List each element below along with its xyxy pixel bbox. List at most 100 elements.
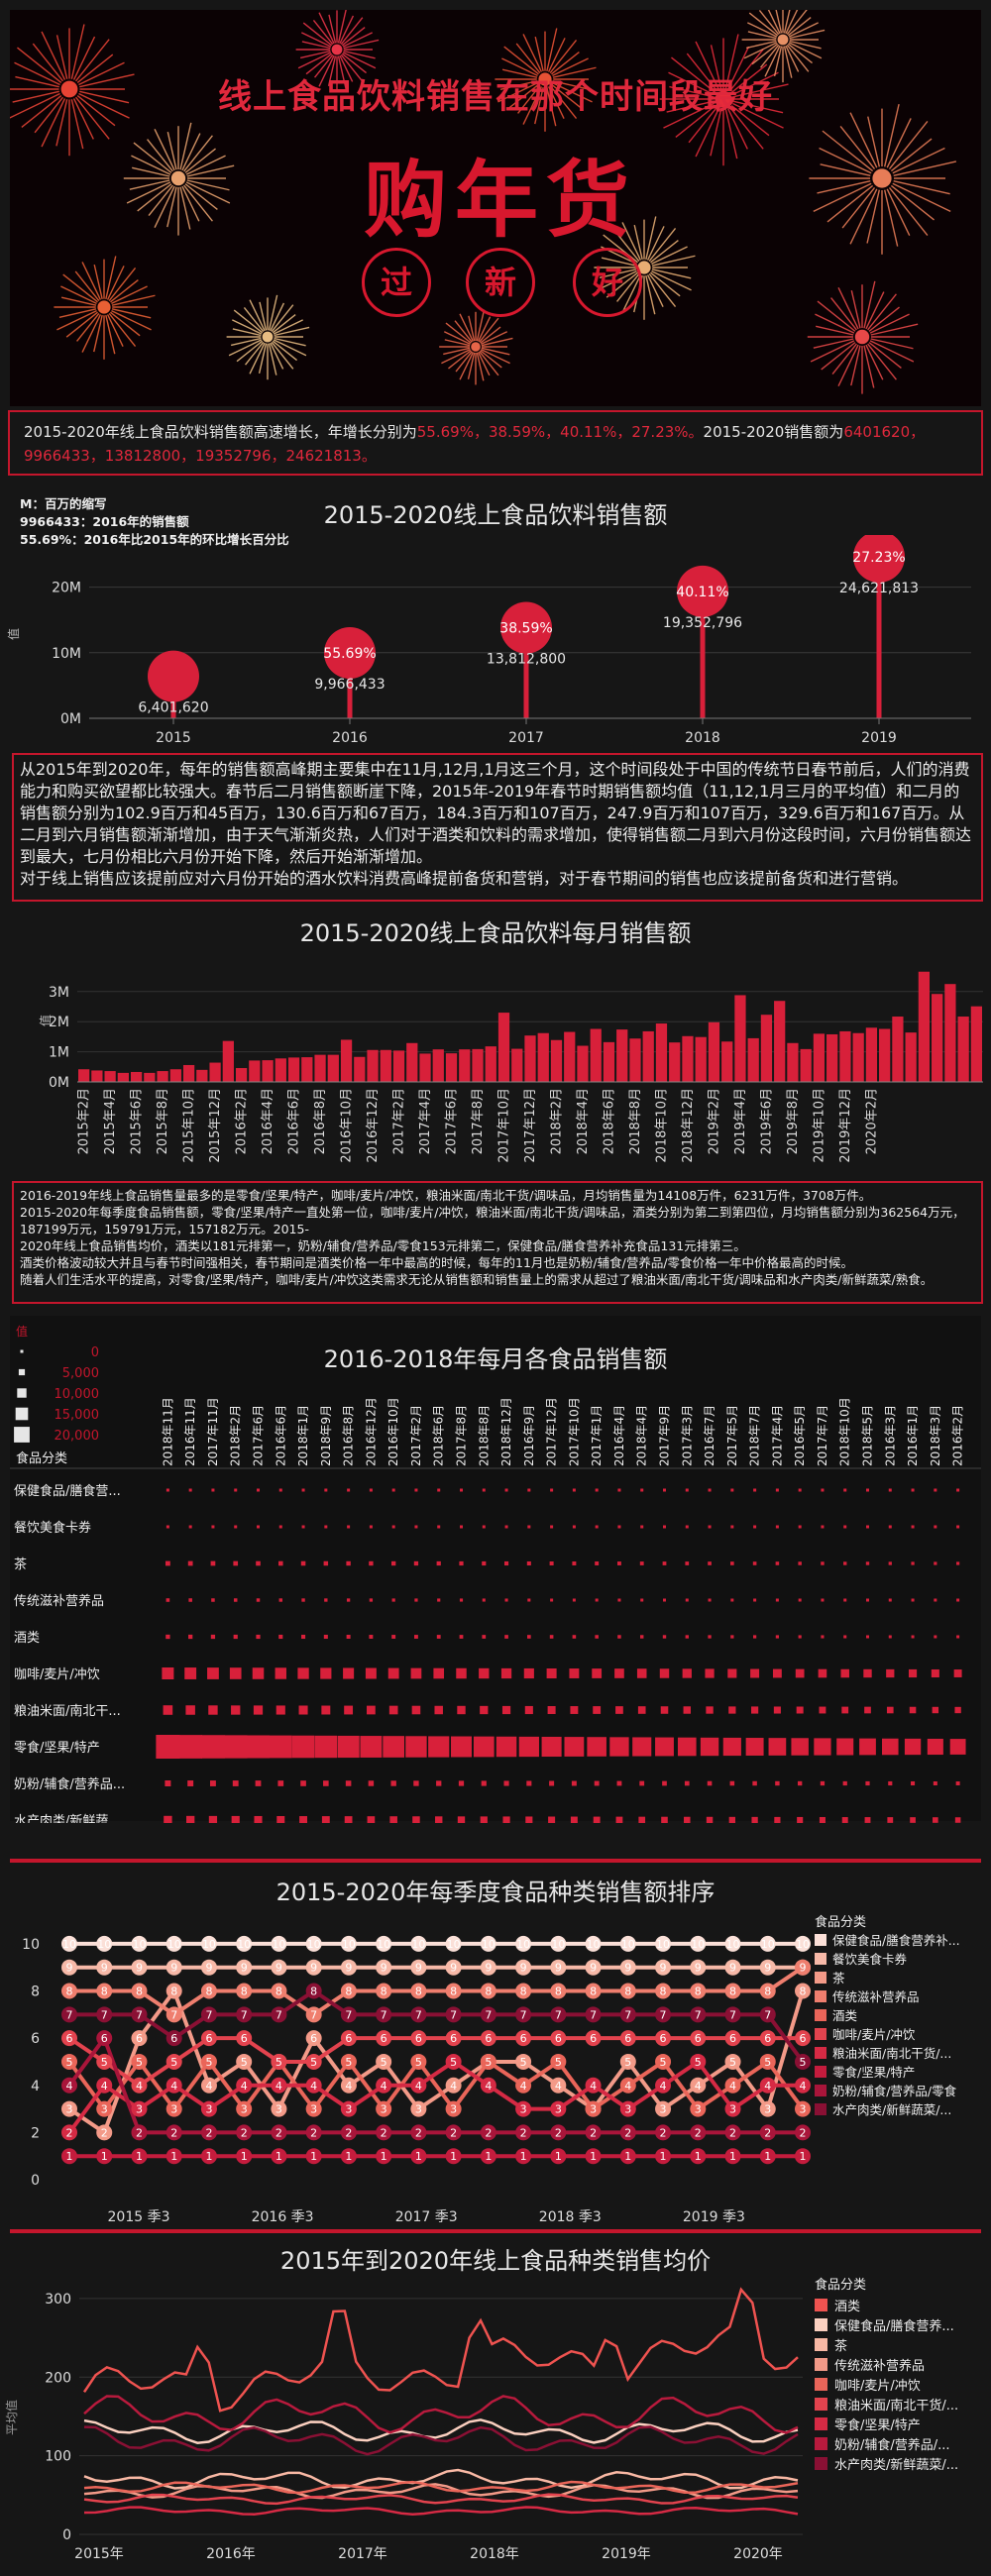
chart2-xtick-label: 2017年12月 bbox=[523, 1088, 538, 1163]
firework-ray bbox=[648, 228, 677, 262]
chart4-point-label: 4 bbox=[450, 2080, 457, 2093]
firework-ray bbox=[651, 268, 692, 279]
chart3-cell bbox=[684, 1816, 691, 1823]
chart3-column-label: 2016年8月 bbox=[342, 1405, 356, 1466]
chart3-column-label: 2017年9月 bbox=[658, 1405, 672, 1466]
chart3-cell bbox=[752, 1780, 757, 1786]
chart3-cell bbox=[276, 1816, 285, 1823]
chart4-point bbox=[271, 1935, 287, 1952]
firework-ray bbox=[748, 12, 779, 37]
firework-ray bbox=[273, 339, 307, 357]
firework-ray bbox=[501, 57, 538, 77]
firework-ray bbox=[481, 348, 510, 365]
chart3-cell bbox=[208, 1705, 218, 1715]
firework-ray bbox=[686, 53, 718, 92]
firework-ray bbox=[126, 181, 171, 204]
firework-ray bbox=[443, 347, 471, 356]
chart3-cell bbox=[655, 1737, 674, 1757]
firework-ray bbox=[12, 90, 59, 103]
chart3-cell bbox=[956, 1635, 960, 1639]
chart4-point bbox=[445, 2124, 462, 2141]
firework-ray bbox=[179, 186, 191, 230]
firework-ray bbox=[786, 10, 808, 36]
chart4-point-label: 5 bbox=[800, 2056, 807, 2069]
chart2-xtick-label: 2016年6月 bbox=[287, 1088, 302, 1154]
firework-ray bbox=[813, 182, 872, 212]
chart5-legend-label: 酒类 bbox=[834, 2300, 860, 2314]
chart5-series-line bbox=[83, 2468, 799, 2490]
chart5-legend-label: 奶粉/辅食/营养品/... bbox=[834, 2437, 950, 2453]
chart5-series-line bbox=[83, 2480, 799, 2495]
firework-ray bbox=[274, 337, 306, 347]
chart2-ylabel: 值 bbox=[38, 1015, 53, 1026]
firework-ray bbox=[328, 14, 337, 44]
chart4-point-label: 6 bbox=[415, 2032, 422, 2045]
chart4-series-line bbox=[67, 2033, 803, 2135]
chart3-cell bbox=[640, 1525, 644, 1529]
chart3-cell bbox=[164, 1815, 172, 1823]
chart3-column-label: 2018年2月 bbox=[229, 1405, 243, 1466]
chart4-point bbox=[410, 2077, 427, 2093]
firework-ray bbox=[650, 271, 681, 297]
chart3-row-label: 零食/坚果/特产 bbox=[14, 1740, 100, 1756]
chart4-point bbox=[480, 2053, 496, 2070]
chart3-size-legend-title: 值 bbox=[16, 1324, 28, 1339]
chart1-value-label: 24,621,813 bbox=[839, 581, 919, 596]
chart3-cell bbox=[185, 1705, 195, 1715]
chart1-xtick-label: 2017 bbox=[508, 730, 544, 746]
chart4-point bbox=[690, 2077, 707, 2093]
chart2-bar bbox=[944, 984, 956, 1082]
firework-ray bbox=[299, 50, 331, 59]
chart4-point-label: 3 bbox=[205, 2103, 212, 2116]
firework-ray bbox=[747, 31, 777, 40]
chart3-cell bbox=[677, 1737, 697, 1757]
chart4-series-line bbox=[69, 1966, 805, 2017]
firework-ray bbox=[651, 269, 692, 291]
monthly-sales-bar-chart: 值 0M 1M 2M 3M 2015年2月 2015年4月 2015年6月 2015年8月 201… bbox=[38, 971, 983, 1163]
firework-ray bbox=[480, 350, 502, 369]
chart2-bar bbox=[367, 1049, 379, 1082]
chart4-point bbox=[445, 2100, 462, 2117]
chart4-point bbox=[619, 1959, 636, 1976]
firework-ray bbox=[547, 86, 565, 119]
chart2-bar bbox=[695, 1036, 707, 1082]
chart4-point bbox=[376, 1983, 392, 1999]
chart4-point-label: 10 bbox=[237, 1938, 251, 1951]
chart4-point-label: 3 bbox=[345, 2103, 352, 2116]
chart5-ytick: 0 bbox=[62, 2527, 71, 2543]
firework-ray bbox=[327, 55, 337, 87]
chart3-cell bbox=[663, 1488, 666, 1492]
chart3-cell bbox=[685, 1598, 689, 1602]
chart4-point-label: 5 bbox=[415, 2056, 422, 2069]
chart3-cell bbox=[346, 1560, 351, 1566]
chart4-point-label: 3 bbox=[450, 2103, 457, 2116]
firework-ray bbox=[339, 15, 355, 45]
chart4-point-label: 10 bbox=[62, 1938, 76, 1951]
firework-ray bbox=[663, 102, 715, 129]
chart4-point bbox=[340, 2053, 357, 2070]
chart3-cell bbox=[595, 1525, 599, 1529]
firework-ray bbox=[129, 179, 170, 190]
chart3-cell bbox=[730, 1525, 734, 1529]
chart4-point bbox=[96, 1959, 113, 1976]
chart3-cell bbox=[301, 1488, 305, 1492]
chart3-cell bbox=[165, 1525, 169, 1529]
firework-ray bbox=[340, 54, 364, 82]
firework-ray bbox=[499, 80, 538, 90]
chart3-cell bbox=[504, 1598, 508, 1602]
chart4-legend-label: 茶 bbox=[832, 1971, 845, 1986]
chart4-ytick: 6 bbox=[31, 2031, 40, 2047]
firework-ray bbox=[839, 126, 876, 170]
chart4-point bbox=[550, 2148, 567, 2165]
firework-burst bbox=[807, 280, 919, 394]
chart4-point-label: 5 bbox=[624, 2056, 631, 2069]
chart4-point bbox=[305, 2077, 322, 2093]
firework-ray bbox=[710, 109, 722, 157]
chart3-cell bbox=[708, 1525, 712, 1529]
paragraph2-line-2: 2015-2020年每季度食品销售额，零食/坚果/特产一直处第一位，咖啡/麦片/… bbox=[20, 1205, 965, 1236]
chart4-point-label: 3 bbox=[101, 2103, 108, 2116]
chart4-point-label: 10 bbox=[307, 1938, 321, 1951]
lantern-2: 新 bbox=[466, 248, 535, 317]
firework-ray bbox=[181, 133, 201, 171]
chart3-cell bbox=[367, 1705, 376, 1715]
